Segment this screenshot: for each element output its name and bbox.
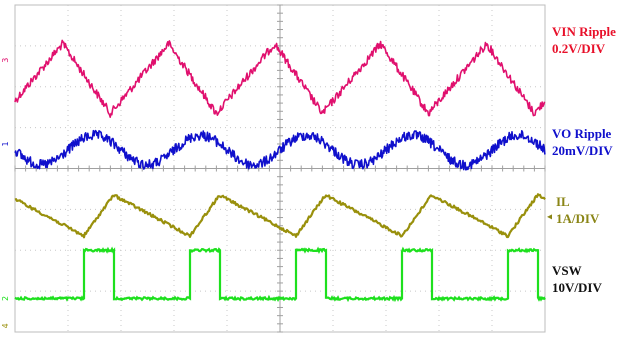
vin-ripple-label: VIN Ripple 0.2V/DIV bbox=[552, 23, 616, 57]
vsw-scale: 10V/DIV bbox=[552, 280, 602, 295]
vin-ripple-trace bbox=[14, 39, 546, 118]
vsw-label: VSW 10V/DIV bbox=[552, 262, 602, 296]
il-trace bbox=[14, 193, 546, 239]
ground-marker-1: 3 bbox=[1, 58, 10, 63]
vsw-trace bbox=[14, 246, 546, 303]
vo-ripple-scale: 20mV/DIV bbox=[552, 143, 613, 158]
il-marker: ◂ bbox=[547, 212, 552, 223]
ground-marker-4: 4 bbox=[1, 323, 10, 328]
il-scale: 1A/DIV bbox=[556, 211, 600, 226]
vo-ripple-label: VO Ripple 20mV/DIV bbox=[552, 125, 613, 159]
ground-marker-3: 2 bbox=[1, 296, 10, 301]
vo-ripple-name: VO Ripple bbox=[552, 126, 612, 141]
vo-ripple-trace bbox=[14, 129, 546, 171]
vsw-name: VSW bbox=[552, 263, 582, 278]
il-label: IL 1A/DIV bbox=[556, 193, 599, 227]
ground-marker-2: 1 bbox=[1, 141, 10, 146]
vin-ripple-scale: 0.2V/DIV bbox=[552, 41, 606, 56]
il-name: IL bbox=[556, 194, 570, 209]
vin-ripple-name: VIN Ripple bbox=[552, 24, 616, 39]
